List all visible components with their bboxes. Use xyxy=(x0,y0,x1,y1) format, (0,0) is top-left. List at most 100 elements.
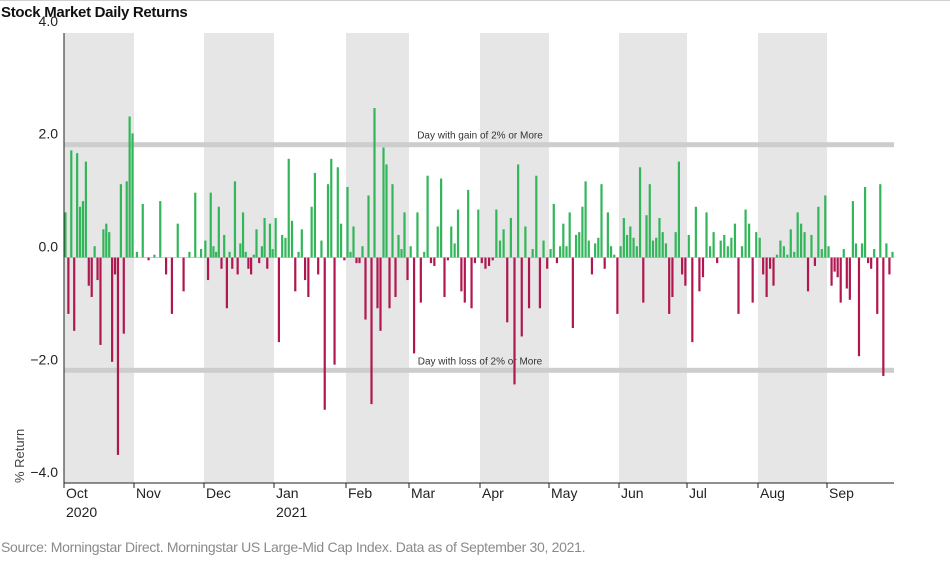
return-bar xyxy=(406,257,409,281)
return-bar xyxy=(159,201,162,258)
return-bar xyxy=(128,116,131,258)
return-bar xyxy=(456,209,460,258)
return-bar xyxy=(99,257,102,345)
return-bar xyxy=(803,232,806,258)
return-bar xyxy=(584,181,587,258)
return-bar xyxy=(364,257,367,320)
return-bar xyxy=(716,257,719,264)
return-bar xyxy=(64,212,67,258)
return-bar xyxy=(568,212,571,258)
return-bar xyxy=(170,257,174,314)
return-bar xyxy=(705,212,708,258)
return-bar xyxy=(263,218,266,258)
x-tick-label-feb: Feb xyxy=(348,485,372,501)
return-bar xyxy=(125,181,128,258)
return-bar xyxy=(102,229,105,258)
return-bar xyxy=(397,234,400,258)
return-bar xyxy=(446,257,449,261)
return-bar xyxy=(879,184,882,258)
y-tick-label: 2.0 xyxy=(39,126,59,142)
return-bar xyxy=(426,175,429,258)
x-tick-label-aug: Aug xyxy=(760,485,785,501)
return-bar xyxy=(681,257,684,275)
return-bar xyxy=(361,246,364,258)
axis-labels: 4.0 2.0 0.0 −2.0 −4.0 Oct 2020 Nov Dec Jan 2021 Feb… xyxy=(12,13,854,520)
return-bar xyxy=(651,240,655,258)
return-bar xyxy=(768,257,772,269)
return-bar xyxy=(531,249,534,258)
x-tick-label-jul: Jul xyxy=(689,485,707,501)
return-bar xyxy=(388,257,391,309)
return-bar xyxy=(578,232,581,258)
return-bar xyxy=(538,257,542,309)
return-bar xyxy=(674,232,677,258)
y-tick-label: 4.0 xyxy=(39,13,59,29)
return-bar xyxy=(271,249,274,258)
return-bar xyxy=(339,223,343,258)
return-bar xyxy=(90,257,93,297)
return-bar xyxy=(848,257,851,300)
top-rule xyxy=(0,0,950,1)
return-bar xyxy=(527,257,531,309)
y-axis-title: % Return xyxy=(12,429,27,483)
return-bar xyxy=(857,257,861,357)
return-bar xyxy=(122,257,125,334)
return-bar xyxy=(726,246,729,258)
return-bar xyxy=(587,240,590,258)
return-bar xyxy=(241,212,245,258)
return-bar xyxy=(135,251,139,258)
return-bar xyxy=(827,246,830,258)
return-bar xyxy=(373,108,376,258)
return-bar xyxy=(860,243,864,258)
return-bar xyxy=(300,229,303,258)
return-bar xyxy=(800,223,803,258)
return-bar xyxy=(616,257,619,314)
month-band-oct xyxy=(64,33,134,483)
return-bar xyxy=(613,254,616,258)
return-bar xyxy=(751,257,754,303)
axes xyxy=(63,33,894,488)
return-bar xyxy=(382,147,385,258)
return-bar xyxy=(723,234,726,258)
return-bar xyxy=(223,234,226,258)
return-bar xyxy=(687,234,690,258)
return-bar xyxy=(307,257,310,297)
return-bar xyxy=(73,257,76,331)
return-bar xyxy=(810,234,813,258)
return-bar xyxy=(535,175,538,258)
return-bar xyxy=(842,249,845,258)
return-bar xyxy=(252,254,255,258)
x-tick-label-sep: Sep xyxy=(829,485,854,501)
return-bar xyxy=(638,167,642,258)
return-bar xyxy=(520,257,523,337)
month-band-jun xyxy=(619,33,687,483)
return-bar xyxy=(225,257,228,309)
return-bar xyxy=(744,209,747,258)
x-tick-label-mar: Mar xyxy=(411,485,435,501)
return-bar xyxy=(244,251,247,258)
return-bar xyxy=(87,257,90,286)
return-bar xyxy=(876,257,879,314)
return-bar xyxy=(412,257,416,354)
return-bar xyxy=(845,257,848,289)
return-bar xyxy=(655,237,658,258)
return-bar xyxy=(562,223,565,258)
return-bar xyxy=(495,209,498,258)
return-bar xyxy=(498,240,502,258)
return-bar xyxy=(453,243,456,258)
return-bar xyxy=(76,153,79,258)
return-bar xyxy=(131,133,134,258)
return-bar xyxy=(297,251,300,258)
return-bar xyxy=(333,257,336,365)
return-bar xyxy=(343,257,346,261)
y-tick-label: −4.0 xyxy=(30,464,58,480)
return-bar xyxy=(513,257,516,385)
return-bar xyxy=(391,184,394,258)
return-bar xyxy=(524,226,527,258)
return-bar xyxy=(820,249,823,258)
return-bar xyxy=(385,164,388,258)
return-bar xyxy=(379,257,382,331)
return-bar xyxy=(779,240,782,258)
return-bar xyxy=(712,232,715,258)
return-bar xyxy=(436,226,439,258)
